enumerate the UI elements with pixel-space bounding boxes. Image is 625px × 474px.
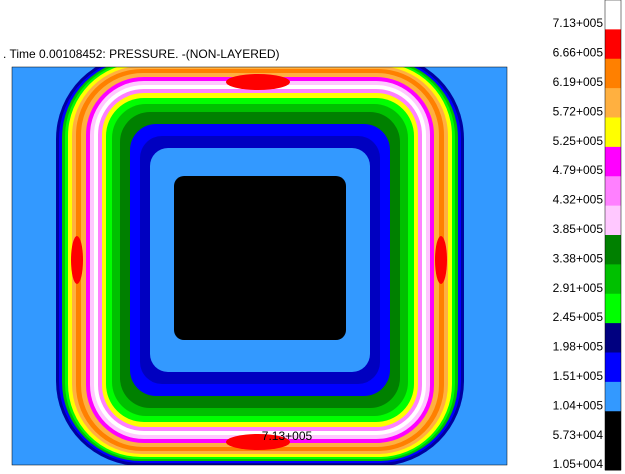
legend-swatch bbox=[605, 205, 621, 236]
legend-swatch bbox=[605, 0, 621, 30]
legend-label: 7.13+005 bbox=[553, 16, 604, 30]
annotation: 7.13+005 bbox=[262, 429, 313, 443]
legend-label: 6.19+005 bbox=[553, 75, 604, 89]
legend-swatch bbox=[605, 264, 621, 295]
legend-label: 1.05+004 bbox=[553, 457, 604, 471]
legend-label: 4.32+005 bbox=[553, 193, 604, 207]
legend: 7.13+005 6.66+005 6.19+005 5.72+005 5.25+005… bbox=[553, 0, 622, 471]
legend-swatch bbox=[605, 29, 621, 60]
legend-frame bbox=[604, 0, 622, 471]
title: . Time 0.00108452: PRESSURE. -(NON-LAYER… bbox=[3, 47, 280, 61]
legend-swatch bbox=[605, 352, 621, 383]
legend-label: 2.91+005 bbox=[553, 281, 604, 295]
legend-label: 5.72+005 bbox=[553, 104, 604, 118]
legend-swatch bbox=[605, 440, 621, 471]
legend-swatch bbox=[605, 58, 621, 89]
legend-swatch bbox=[605, 235, 621, 265]
legend-swatch bbox=[605, 176, 621, 207]
legend-label: 5.73+004 bbox=[553, 428, 604, 442]
legend-label: 1.04+005 bbox=[553, 398, 604, 412]
legend-swatch bbox=[605, 293, 621, 324]
legend-swatch bbox=[605, 117, 621, 148]
legend-label: 4.79+005 bbox=[553, 163, 604, 177]
legend-label: 2.45+005 bbox=[553, 310, 604, 324]
legend-label: 1.98+005 bbox=[553, 340, 604, 354]
legend-label: 1.51+005 bbox=[553, 369, 604, 383]
legend-label: 6.66+005 bbox=[553, 46, 604, 60]
legend-swatch bbox=[605, 381, 621, 412]
legend-label: 3.85+005 bbox=[553, 222, 604, 236]
legend-swatch bbox=[605, 323, 621, 353]
legend-label: 5.25+005 bbox=[553, 134, 604, 148]
contour-plot bbox=[12, 67, 507, 465]
legend-swatch bbox=[605, 411, 621, 442]
legend-swatch bbox=[605, 146, 621, 177]
legend-swatch bbox=[605, 88, 621, 118]
legend-label: 3.38+005 bbox=[553, 251, 604, 265]
